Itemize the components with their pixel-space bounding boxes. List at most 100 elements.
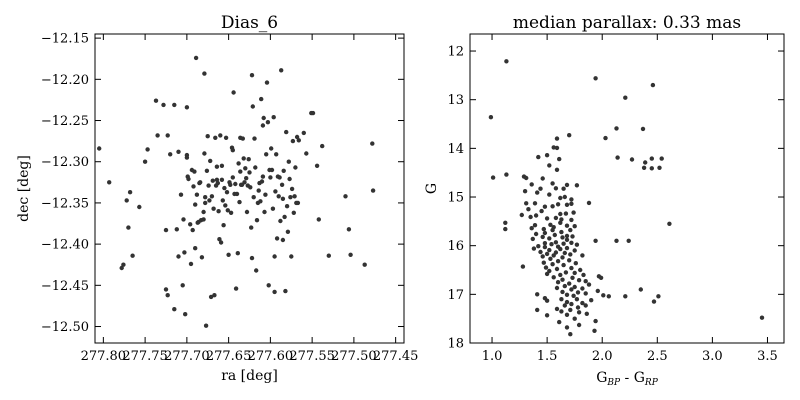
right-point-174	[544, 313, 550, 318]
left-point-160	[288, 195, 293, 200]
left-point-82	[226, 252, 231, 257]
right-point-172	[535, 307, 540, 313]
left-point-62	[211, 206, 216, 211]
left-point-39	[193, 246, 198, 251]
left-point-182	[370, 188, 376, 193]
left-point-108	[246, 157, 251, 162]
left-point-170	[296, 138, 301, 143]
right-point-126	[563, 270, 569, 275]
right-point-170	[554, 306, 560, 312]
right-point-109	[551, 253, 556, 258]
left-point-156	[284, 204, 290, 209]
right-point-124	[578, 267, 583, 273]
right-point-63	[503, 220, 508, 225]
left-point-159	[287, 176, 292, 182]
right-point-177	[564, 312, 570, 317]
right-point-36	[538, 186, 543, 191]
right-point-35	[561, 186, 566, 191]
left-point-12	[161, 102, 166, 108]
left-point-118	[254, 268, 259, 273]
left-point-35	[190, 227, 195, 233]
left-point-163	[290, 138, 296, 144]
right-point-85	[530, 236, 535, 242]
right-point-161	[589, 298, 594, 303]
left-point-175	[320, 143, 325, 149]
left-point-1	[107, 180, 112, 185]
right-point-62	[569, 217, 574, 223]
left-point-91	[233, 181, 238, 187]
right-point-151	[535, 292, 540, 297]
right-point-82	[540, 234, 545, 240]
right-point-11	[554, 145, 560, 151]
right-point-140	[586, 282, 592, 287]
left-point-63	[212, 293, 217, 298]
right-point-20	[649, 166, 654, 171]
left-xtick-label-7: 277.45	[373, 349, 419, 364]
left-point-111	[249, 225, 254, 230]
right-point-41	[562, 194, 567, 200]
left-point-38	[193, 202, 198, 207]
left-point-178	[346, 227, 352, 232]
left-xtick-label-3: 277.65	[206, 349, 252, 364]
right-point-40	[558, 195, 563, 201]
right-point-39	[547, 192, 552, 197]
right-point-56	[519, 212, 524, 218]
right-point-153	[601, 293, 606, 298]
left-point-169	[295, 200, 301, 206]
left-point-112	[249, 255, 255, 261]
right-point-26	[504, 172, 509, 177]
left-point-29	[184, 155, 190, 160]
right-point-90	[553, 240, 559, 245]
left-point-64	[213, 135, 218, 140]
left-point-72	[218, 240, 224, 245]
right-point-49	[550, 204, 555, 209]
left-ytick-label-1: −12.45	[41, 279, 89, 294]
left-point-70	[217, 237, 222, 242]
right-xlabel-sub1: BP	[606, 378, 621, 388]
left-point-52	[203, 200, 208, 206]
right-point-44	[532, 201, 538, 206]
right-point-132	[551, 275, 556, 280]
right-point-104	[538, 249, 543, 255]
left-point-148	[278, 218, 283, 224]
right-ylabel: G	[424, 183, 440, 194]
left-point-104	[243, 166, 248, 171]
right-point-134	[598, 275, 604, 280]
left-point-177	[343, 194, 348, 199]
left-point-3	[121, 262, 126, 267]
right-point-163	[564, 299, 570, 305]
left-frame	[94, 33, 405, 344]
left-point-121	[256, 188, 261, 193]
left-point-123	[258, 199, 263, 204]
right-point-112	[560, 255, 565, 260]
right-point-53	[571, 210, 576, 215]
right-point-143	[554, 285, 560, 291]
right-point-79	[552, 232, 557, 238]
panel-right: median parallax: 0.33 mas 1.0 1.5 2.0 2.5 3.…	[424, 13, 785, 388]
left-point-33	[188, 261, 194, 267]
left-point-84	[228, 182, 233, 187]
right-point-96	[536, 244, 541, 249]
right-point-43	[586, 200, 592, 206]
right-point-98	[542, 244, 548, 250]
right-point-142	[572, 284, 577, 290]
right-point-60	[544, 216, 550, 221]
right-point-119	[520, 264, 526, 269]
right-point-159	[559, 297, 564, 302]
left-point-125	[259, 179, 265, 184]
right-point-57	[533, 213, 539, 218]
right-point-139	[567, 281, 572, 286]
left-point-18	[172, 102, 177, 108]
right-point-133	[570, 275, 575, 280]
left-point-73	[219, 163, 225, 168]
left-point-23	[180, 283, 185, 288]
right-point-175	[576, 310, 582, 315]
right-point-18	[643, 160, 648, 165]
right-point-111	[540, 254, 545, 259]
right-point-33	[574, 183, 580, 188]
left-point-78	[223, 203, 228, 208]
left-point-56	[206, 183, 211, 188]
right-point-165	[580, 300, 585, 306]
left-ytick-label-5: −12.25	[41, 114, 89, 129]
left-point-89	[231, 90, 236, 95]
